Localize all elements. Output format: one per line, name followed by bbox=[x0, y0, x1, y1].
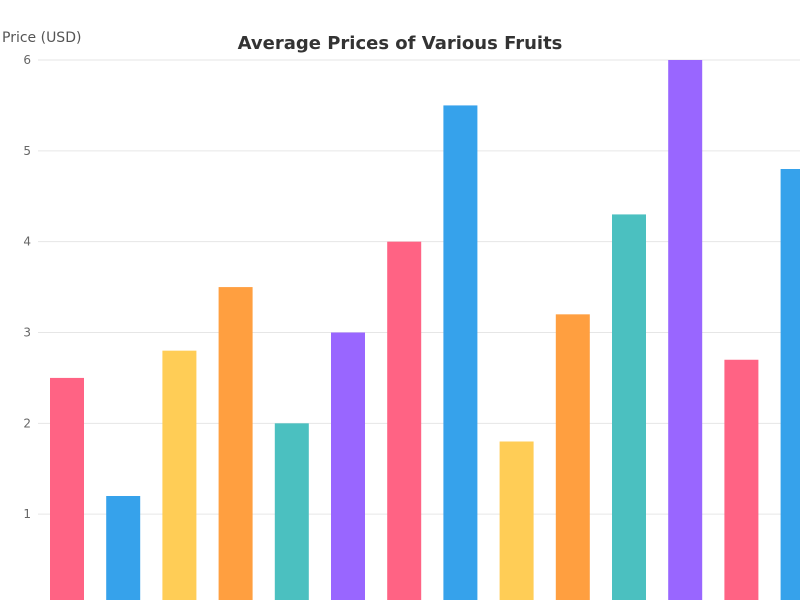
y-tick-label: 6 bbox=[23, 53, 31, 67]
y-tick-label: 4 bbox=[23, 235, 31, 249]
bar[interactable] bbox=[780, 169, 800, 600]
bar[interactable] bbox=[274, 423, 309, 600]
bar[interactable] bbox=[499, 441, 534, 600]
bar[interactable] bbox=[724, 359, 759, 600]
bar[interactable] bbox=[331, 332, 365, 600]
y-axis-ticks: 1 2 3 4 5 6 bbox=[23, 53, 31, 521]
bar[interactable] bbox=[443, 105, 478, 600]
bar[interactable] bbox=[387, 241, 422, 600]
y-tick-label: 2 bbox=[23, 416, 31, 430]
bars-layer bbox=[50, 60, 800, 600]
y-axis-label: Price (USD) bbox=[2, 30, 81, 46]
y-tick-label: 1 bbox=[23, 507, 31, 521]
bar[interactable] bbox=[106, 496, 141, 600]
bar[interactable] bbox=[162, 350, 197, 600]
bar[interactable] bbox=[50, 377, 84, 600]
y-tick-label: 3 bbox=[23, 326, 31, 340]
bar[interactable] bbox=[218, 287, 253, 600]
bar[interactable] bbox=[612, 214, 646, 600]
bar[interactable] bbox=[668, 60, 703, 600]
chart-title: Average Prices of Various Fruits bbox=[238, 33, 563, 54]
y-tick-label: 5 bbox=[23, 144, 31, 158]
bar[interactable] bbox=[555, 314, 590, 600]
